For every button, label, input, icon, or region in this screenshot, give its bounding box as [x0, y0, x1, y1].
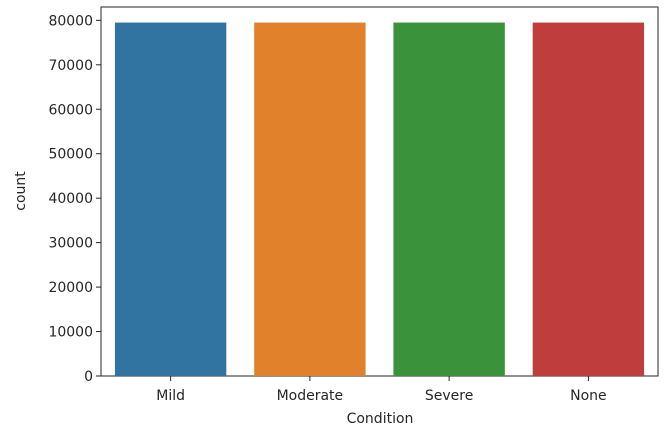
y-tick-label: 60000 — [48, 102, 93, 118]
y-tick-label: 20000 — [48, 280, 93, 296]
y-axis: 0 10000 20000 30000 40000 50000 60000 70000 8000… — [48, 13, 101, 385]
y-tick-label: 10000 — [48, 325, 93, 341]
bars-group — [114, 22, 645, 376]
y-tick-label: 40000 — [48, 191, 93, 207]
x-tick-label: Severe — [425, 388, 473, 404]
y-tick-label: 50000 — [48, 147, 93, 163]
y-axis-title: count — [13, 171, 29, 211]
x-tick-label: None — [570, 388, 607, 404]
x-tick-label: Moderate — [277, 388, 344, 404]
y-tick-label: 0 — [84, 369, 93, 385]
bar-mild — [114, 22, 227, 376]
bar-none — [532, 22, 645, 376]
y-tick-label: 80000 — [48, 13, 93, 29]
x-axis: Mild Moderate Severe None — [156, 376, 607, 404]
x-axis-title: Condition — [347, 411, 414, 427]
bar-severe — [393, 22, 505, 376]
x-tick-label: Mild — [156, 388, 185, 404]
y-tick-label: 70000 — [48, 58, 93, 74]
bar-moderate — [254, 22, 366, 376]
y-tick-label: 30000 — [48, 236, 93, 252]
